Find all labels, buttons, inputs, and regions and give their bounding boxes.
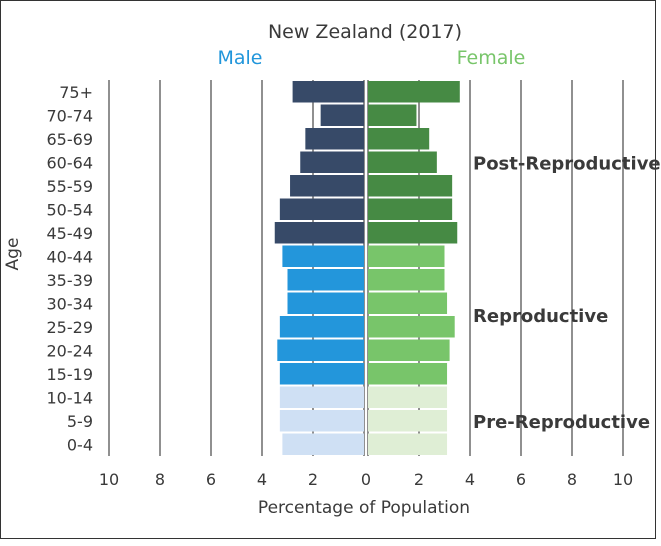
age-label-10-14: 10-14 <box>47 388 94 407</box>
bar-male-55-59 <box>290 175 364 197</box>
bar-male-60-64 <box>300 151 364 173</box>
bar-female-30-34 <box>368 292 448 314</box>
age-label-35-39: 35-39 <box>47 271 94 290</box>
age-label-15-19: 15-19 <box>47 365 94 384</box>
age-label-5-9: 5-9 <box>67 412 93 431</box>
x-tick-0: 10 <box>99 470 119 489</box>
age-label-60-64: 60-64 <box>47 153 94 172</box>
bar-female-45-49 <box>368 222 458 244</box>
bar-female-5-9 <box>368 410 448 432</box>
chart-title: New Zealand (2017) <box>268 21 462 43</box>
age-label-20-24: 20-24 <box>47 341 94 360</box>
stage-label-0: Post-Reproductive <box>473 153 661 174</box>
bar-male-65-69 <box>305 128 364 150</box>
x-tick-5: 0 <box>361 470 371 489</box>
bar-female-50-54 <box>368 198 453 220</box>
x-tick-9: 8 <box>567 470 577 489</box>
stage-label-2: Pre-Reproductive <box>473 412 650 433</box>
bar-male-15-19 <box>279 363 364 385</box>
bar-female-75+ <box>368 81 460 103</box>
stage-labels: Post-Reproductive Reproductive Pre-Reprodu… <box>473 153 661 433</box>
age-labels: 75+ 70-74 65-69 60-64 55-59 50-54 45-49 40-44 35… <box>47 83 94 455</box>
age-label-0-4: 0-4 <box>67 435 93 454</box>
bar-male-45-49 <box>274 222 364 244</box>
legend-male: Male <box>217 47 262 69</box>
bar-female-10-14 <box>368 386 448 408</box>
bar-female-65-69 <box>368 128 430 150</box>
x-tick-2: 6 <box>206 470 216 489</box>
x-tick-4: 2 <box>308 470 318 489</box>
legend-female: Female <box>457 47 526 69</box>
bars <box>274 81 460 455</box>
bar-male-5-9 <box>279 410 364 432</box>
bar-male-75+ <box>292 81 364 103</box>
x-axis-label: Percentage of Population <box>258 498 470 518</box>
age-label-40-44: 40-44 <box>47 247 94 266</box>
age-label-45-49: 45-49 <box>47 224 94 243</box>
x-tick-6: 2 <box>414 470 424 489</box>
bar-male-50-54 <box>279 198 364 220</box>
bar-male-30-34 <box>287 292 364 314</box>
bar-male-40-44 <box>282 245 364 267</box>
bar-female-40-44 <box>368 245 445 267</box>
age-label-65-69: 65-69 <box>47 130 94 149</box>
x-tick-labels: 10 8 6 4 2 0 2 4 6 8 10 <box>99 470 633 489</box>
bar-female-0-4 <box>368 433 448 455</box>
bar-male-10-14 <box>279 386 364 408</box>
age-label-30-34: 30-34 <box>47 294 94 313</box>
bar-male-35-39 <box>287 269 364 291</box>
bar-female-25-29 <box>368 316 455 338</box>
x-tick-1: 8 <box>155 470 165 489</box>
gridlines <box>108 80 624 456</box>
bar-male-20-24 <box>277 339 364 361</box>
y-axis-label: Age <box>3 238 23 271</box>
bar-female-15-19 <box>368 363 448 385</box>
bar-female-55-59 <box>368 175 453 197</box>
age-label-55-59: 55-59 <box>47 177 94 196</box>
bar-male-0-4 <box>282 433 364 455</box>
bar-female-70-74 <box>368 104 417 126</box>
x-tick-8: 6 <box>516 470 526 489</box>
age-label-25-29: 25-29 <box>47 318 94 337</box>
stage-label-1: Reproductive <box>473 306 608 327</box>
bar-female-20-24 <box>368 339 450 361</box>
x-tick-10: 10 <box>613 470 633 489</box>
bar-male-70-74 <box>320 104 364 126</box>
x-tick-3: 4 <box>257 470 267 489</box>
age-label-50-54: 50-54 <box>47 200 94 219</box>
age-label-75+: 75+ <box>59 83 93 102</box>
age-label-70-74: 70-74 <box>47 106 94 125</box>
bar-female-35-39 <box>368 269 445 291</box>
bar-female-60-64 <box>368 151 437 173</box>
x-tick-7: 4 <box>465 470 475 489</box>
bar-male-25-29 <box>279 316 364 338</box>
